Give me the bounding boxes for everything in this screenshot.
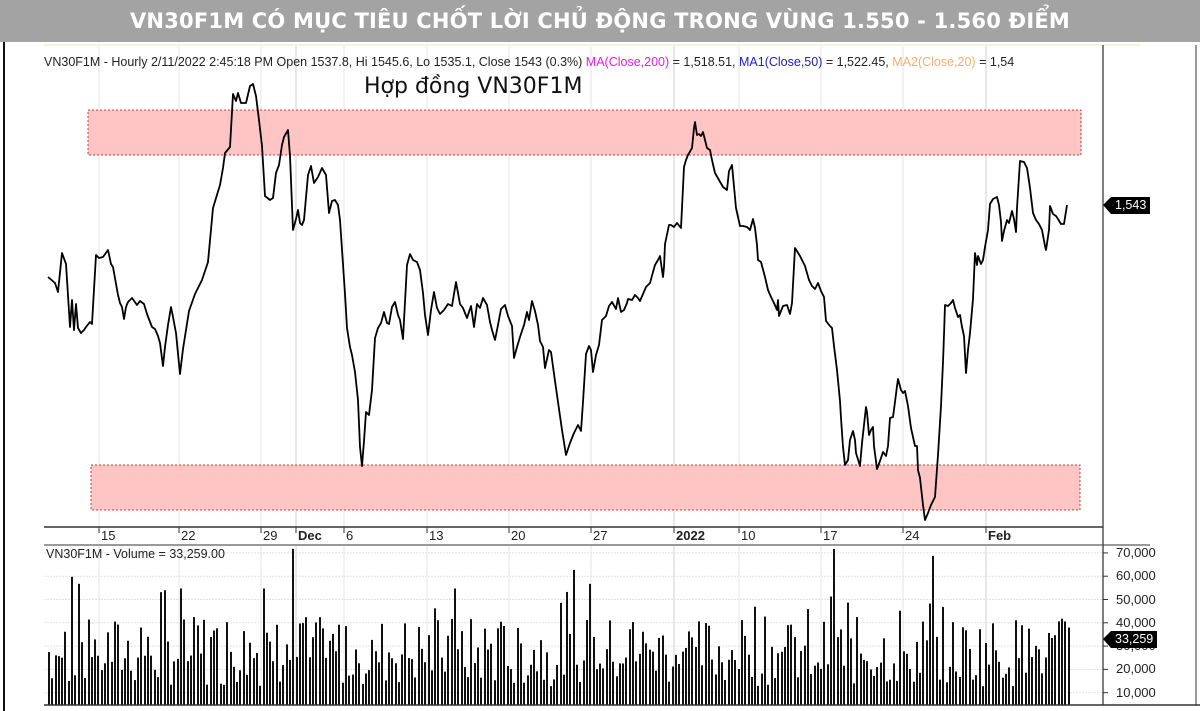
- last-price-tag: 1,543: [1102, 197, 1151, 214]
- ohlc-info: VN30F1M - Hourly 2/11/2022 2:45:18 PM Op…: [44, 55, 586, 69]
- volume-tick-label: 40,000: [1116, 614, 1156, 630]
- price-line: [47, 83, 1068, 521]
- date-tick-label: 20: [511, 528, 526, 543]
- date-tick-label: 24: [905, 528, 920, 543]
- date-tick-label: Feb: [988, 528, 1012, 543]
- volume-bars: [48, 548, 1070, 705]
- chart-header-info: VN30F1M - Hourly 2/11/2022 2:45:18 PM Op…: [44, 55, 1014, 69]
- date-tick-label: 17: [823, 528, 838, 543]
- date-tick-label: 29: [263, 528, 278, 543]
- ma200-label: MA(Close,200): [585, 55, 670, 69]
- date-tick-label: 10: [741, 528, 756, 543]
- date-tick-label: 13: [429, 528, 444, 543]
- frame-border: [3, 42, 5, 711]
- date-tick-label: Dec: [298, 528, 322, 543]
- volume-tick-label: 70,000: [1116, 544, 1156, 560]
- lower-support-zone: [90, 464, 1081, 511]
- last-volume-tag: 33,259: [1102, 631, 1158, 648]
- volume-tick-label: 60,000: [1116, 568, 1156, 584]
- ma20-label: MA2(Close,20): [892, 55, 976, 69]
- volume-title: VN30F1M - Volume = 33,259.00: [46, 547, 225, 561]
- volume-tick-label: 50,000: [1116, 591, 1156, 607]
- date-tick-label: 6: [346, 528, 354, 543]
- date-tick-label: 22: [181, 528, 196, 543]
- date-tick-label: 15: [101, 528, 116, 543]
- page-title: VN30F1M CÓ MỤC TIÊU CHỐT LỜI CHỦ ĐỘNG TR…: [0, 0, 1200, 42]
- ma200-value: = 1,518.51,: [669, 55, 740, 69]
- chart-annotation: Hợp đồng VN30F1M: [364, 74, 583, 99]
- upper-resistance-zone: [87, 109, 1082, 156]
- volume-tick-label: 10,000: [1116, 684, 1156, 700]
- date-tick-label: 2022: [676, 528, 705, 543]
- volume-tick-label: 20,000: [1116, 661, 1156, 677]
- ma50-label: MA1(Close,50): [739, 55, 823, 69]
- ma20-value: = 1,54: [975, 55, 1015, 69]
- ma50-value: = 1,522.45,: [822, 55, 893, 69]
- date-tick-label: 27: [593, 528, 608, 543]
